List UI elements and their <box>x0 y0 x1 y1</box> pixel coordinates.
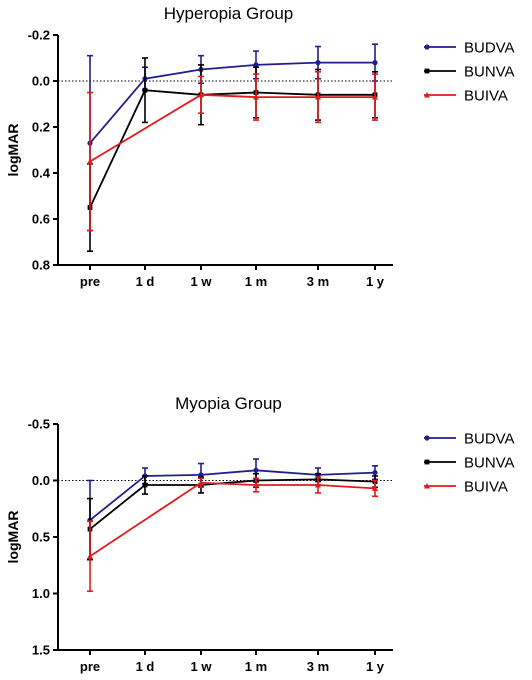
series-budva <box>87 458 378 561</box>
y-tick-label: 0.2 <box>32 120 50 135</box>
x-tick-label: 3 m <box>307 659 329 674</box>
data-point <box>87 553 93 559</box>
series-line <box>89 89 375 208</box>
y-tick-label: 0.0 <box>32 74 50 89</box>
legend-marker <box>424 483 430 489</box>
y-tick-label: -0.2 <box>28 28 50 43</box>
chart-0: Hyperopia Group logMAR -0.2 0.0 0.2 0.4 0.6 0.8… <box>5 4 515 289</box>
series-buiva <box>87 476 378 593</box>
chart-1: Myopia Group logMAR -0.5 0.0 0.5 1.0 1.5 pre 1 d… <box>5 394 515 674</box>
data-point <box>198 472 204 478</box>
x-tick-label: 1 y <box>366 274 385 289</box>
chart-title: Myopia Group <box>175 394 282 413</box>
legend-label: BUIVA <box>464 88 508 105</box>
x-tick-label: 3 m <box>307 274 329 289</box>
data-point <box>372 485 378 491</box>
data-point <box>315 482 321 488</box>
y-tick-label: 0.0 <box>32 473 50 488</box>
x-tick-label: 1 w <box>191 659 213 674</box>
legend-marker <box>424 44 430 50</box>
x-tick-label: 1 m <box>245 274 267 289</box>
y-tick-label: 0.8 <box>32 258 50 273</box>
legend-label: BUDVA <box>464 431 515 448</box>
data-point <box>253 467 259 473</box>
y-axis-label: logMAR <box>5 124 21 177</box>
series-line <box>89 469 376 521</box>
legend-marker <box>424 459 430 465</box>
series-line <box>89 93 375 163</box>
y-tick-label: 1.5 <box>32 643 50 658</box>
y-axis-label: logMAR <box>5 511 21 564</box>
y-tick-label: 0.5 <box>32 530 50 545</box>
chart-title: Hyperopia Group <box>164 4 293 23</box>
legend-label: BUIVA <box>464 479 508 496</box>
data-point <box>253 62 259 68</box>
legend: BUDVA BUNVA BUIVA <box>424 40 515 105</box>
legend-marker <box>424 92 430 98</box>
y-tick-label: -0.5 <box>28 417 50 432</box>
legend: BUDVA BUNVA BUIVA <box>424 431 515 496</box>
legend-marker <box>424 68 430 74</box>
series-bunva <box>87 57 378 252</box>
legend-marker <box>424 435 430 441</box>
data-point <box>87 158 93 164</box>
data-point <box>198 91 204 98</box>
legend-label: BUDVA <box>464 40 515 57</box>
data-point <box>142 87 148 93</box>
data-point <box>372 94 378 100</box>
data-point <box>253 482 259 488</box>
x-tick-label: 1 d <box>136 274 155 289</box>
data-point <box>372 60 378 66</box>
y-tick-label: 1.0 <box>32 586 50 601</box>
x-tick-label: 1 d <box>136 659 155 674</box>
data-point <box>198 479 204 486</box>
legend-label: BUNVA <box>464 64 515 81</box>
y-tick-label: 0.6 <box>32 212 50 227</box>
x-tick-label: 1 y <box>366 659 385 674</box>
data-point <box>142 482 148 488</box>
x-tick-label: pre <box>80 659 100 674</box>
data-point <box>315 60 321 66</box>
series-buiva <box>87 71 378 232</box>
series-line <box>89 61 375 144</box>
legend-label: BUNVA <box>464 455 515 472</box>
data-point <box>253 94 259 100</box>
x-tick-label: pre <box>80 274 100 289</box>
series-line <box>89 478 376 530</box>
data-point <box>315 94 321 100</box>
x-tick-label: 1 m <box>245 659 267 674</box>
y-tick-label: 0.4 <box>32 166 51 181</box>
x-tick-label: 1 w <box>191 274 213 289</box>
data-point <box>372 469 378 476</box>
